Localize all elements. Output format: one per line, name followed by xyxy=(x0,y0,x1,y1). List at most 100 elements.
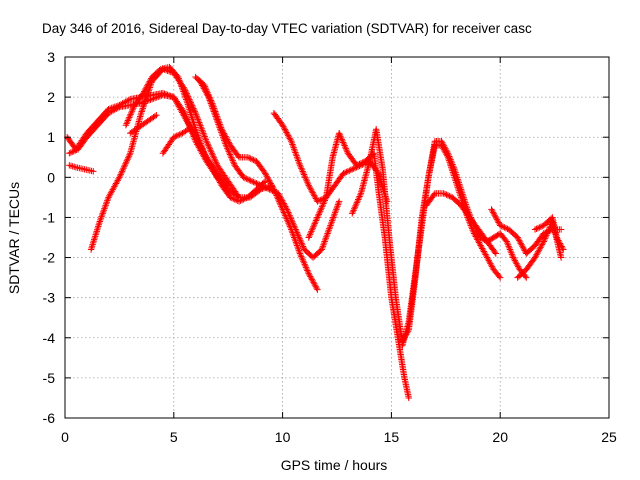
data-point xyxy=(225,148,232,155)
data-point xyxy=(493,214,500,222)
data-point xyxy=(66,150,73,157)
data-point xyxy=(211,169,218,176)
data-point xyxy=(534,249,541,257)
data-point xyxy=(257,182,265,189)
data-point xyxy=(295,245,302,252)
data-point xyxy=(476,240,483,248)
data-point xyxy=(557,254,565,261)
data-point xyxy=(537,244,544,251)
data-point xyxy=(337,134,345,142)
data-point xyxy=(355,194,363,202)
data-point xyxy=(198,143,206,151)
data-point xyxy=(501,224,508,231)
data-point xyxy=(556,238,563,246)
data-point xyxy=(287,213,294,221)
data-point xyxy=(283,129,290,136)
data-point xyxy=(281,126,289,133)
x-tick-label: 20 xyxy=(492,429,508,445)
data-point xyxy=(138,108,145,115)
data-point xyxy=(227,152,234,160)
data-point xyxy=(213,116,220,123)
data-point xyxy=(198,142,205,149)
data-point xyxy=(330,212,338,220)
data-point xyxy=(230,195,237,202)
data-point xyxy=(359,159,366,166)
data-point xyxy=(155,93,162,101)
data-point xyxy=(291,224,299,232)
data-point xyxy=(200,85,208,92)
data-point xyxy=(153,94,160,101)
data-point xyxy=(321,238,328,245)
data-point xyxy=(323,231,331,239)
data-point xyxy=(180,89,188,97)
data-point xyxy=(234,152,242,160)
data-point xyxy=(141,98,149,106)
data-point xyxy=(336,131,344,138)
data-point xyxy=(291,147,298,155)
data-point xyxy=(215,176,222,183)
data-point xyxy=(295,233,303,241)
data-point xyxy=(474,237,482,245)
data-point xyxy=(299,241,306,249)
data-point xyxy=(206,97,213,104)
data-point xyxy=(313,215,320,223)
data-point xyxy=(298,166,306,174)
data-point xyxy=(339,137,346,145)
data-point xyxy=(296,248,303,256)
data-point xyxy=(311,280,318,288)
data-point xyxy=(286,212,293,219)
data-point xyxy=(212,113,219,120)
data-point xyxy=(520,245,528,253)
data-point xyxy=(508,251,516,258)
data-point xyxy=(332,207,339,215)
data-point xyxy=(199,127,206,134)
data-point xyxy=(212,171,220,179)
data-point xyxy=(211,156,218,163)
data-point xyxy=(120,165,127,172)
data-point xyxy=(235,198,243,205)
data-point xyxy=(202,136,210,143)
data-point xyxy=(216,177,223,185)
data-point xyxy=(198,125,205,132)
data-point xyxy=(119,166,126,174)
data-point xyxy=(191,108,199,115)
data-point xyxy=(296,160,303,167)
data-point xyxy=(285,209,292,216)
data-point xyxy=(441,144,448,151)
data-point xyxy=(194,132,202,139)
data-point xyxy=(504,241,512,248)
data-point xyxy=(90,168,97,175)
data-point xyxy=(307,186,315,193)
data-point xyxy=(304,268,312,276)
data-point xyxy=(260,183,267,190)
data-point xyxy=(123,120,130,127)
data-point xyxy=(300,259,308,267)
data-point xyxy=(145,79,153,87)
data-point xyxy=(189,103,197,111)
data-point xyxy=(316,209,323,217)
data-point xyxy=(480,248,488,255)
data-point xyxy=(443,191,450,198)
data-point xyxy=(259,182,266,190)
data-point xyxy=(196,77,204,85)
data-point xyxy=(343,146,350,154)
data-point xyxy=(485,257,492,264)
data-point xyxy=(282,204,290,212)
data-point xyxy=(320,241,327,248)
data-point xyxy=(357,160,365,167)
data-point xyxy=(343,168,350,176)
data-point xyxy=(226,149,233,157)
data-point xyxy=(296,250,304,257)
data-point xyxy=(120,163,128,171)
data-point xyxy=(295,247,303,254)
data-point xyxy=(203,89,210,96)
data-point xyxy=(212,170,219,177)
data-point xyxy=(334,201,342,208)
data-point xyxy=(147,96,154,103)
data-point xyxy=(202,152,210,160)
data-point xyxy=(440,142,448,149)
data-point xyxy=(151,112,159,120)
data-point xyxy=(505,243,512,250)
data-point xyxy=(221,138,229,146)
